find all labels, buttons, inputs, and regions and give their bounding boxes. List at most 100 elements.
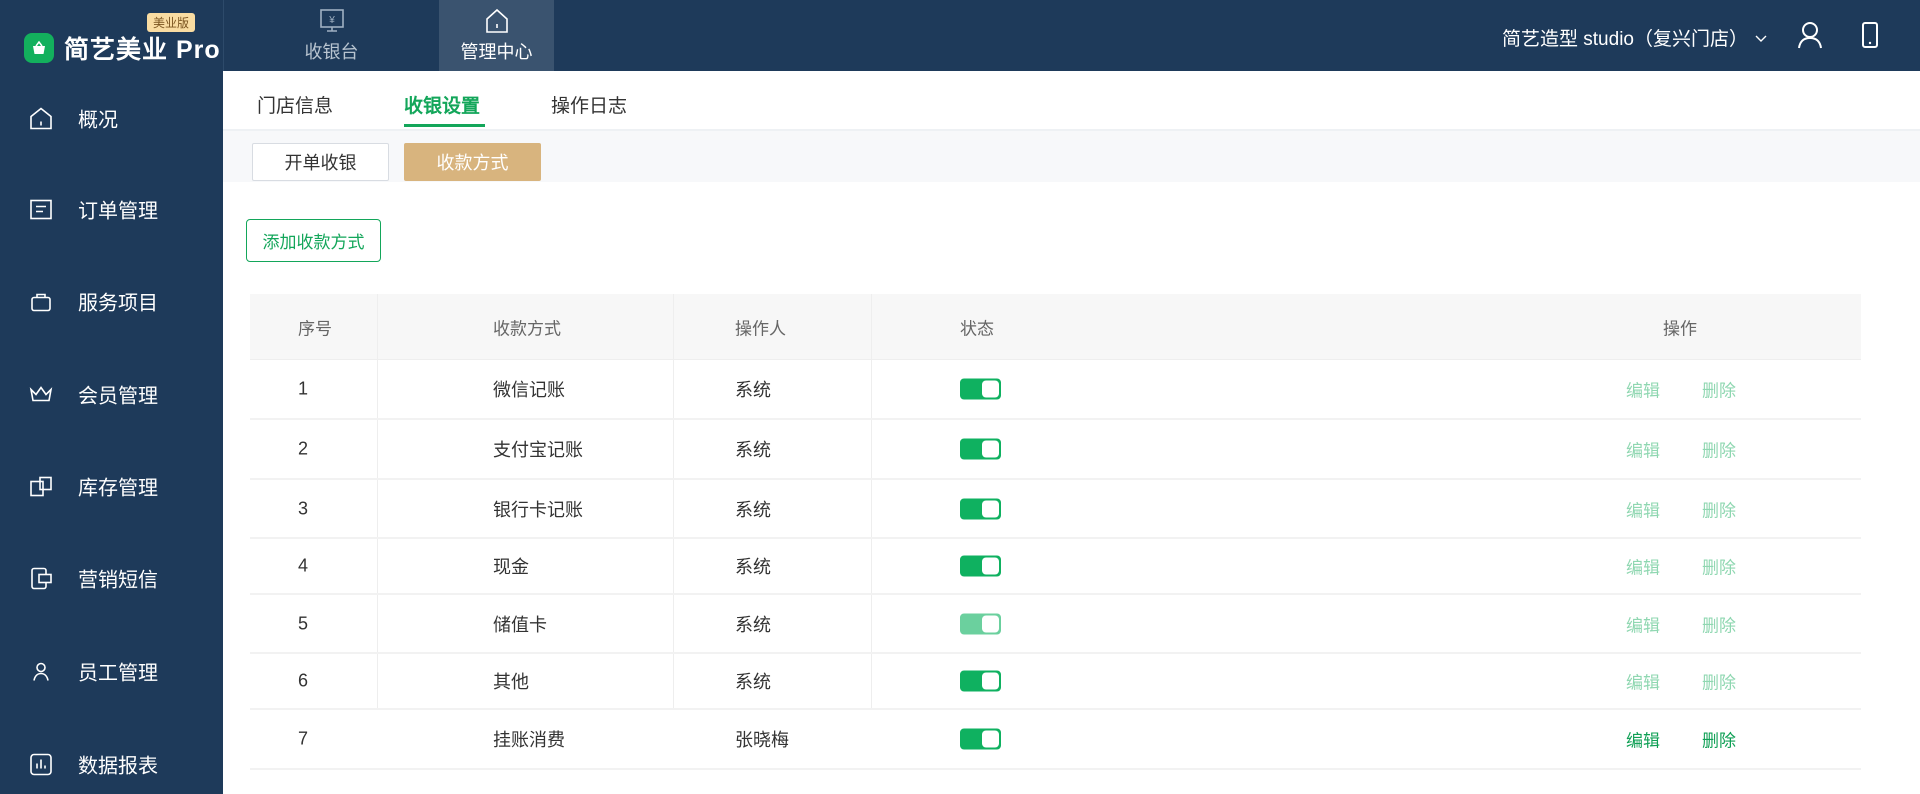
row-method: 储值卡 [493, 614, 547, 635]
row-method: 银行卡记账 [493, 499, 583, 520]
row-method: 微信记账 [493, 380, 565, 400]
row-method: 支付宝记账 [493, 440, 583, 460]
svg-text:¥: ¥ [328, 15, 335, 26]
delete-link[interactable]: 删除 [1702, 501, 1736, 520]
edit-link[interactable]: 编辑 [1626, 441, 1660, 461]
row-index: 6 [298, 670, 309, 691]
row-index: 2 [298, 438, 309, 459]
logo: 简艺美业 Pro [24, 30, 221, 66]
row-method: 现金 [493, 557, 529, 577]
delete-link[interactable]: 删除 [1702, 616, 1736, 635]
basket-logo-icon [24, 33, 54, 63]
sidebar-item-label: 员工管理 [78, 662, 158, 685]
row-method: 其他 [493, 672, 529, 692]
sidebar-item-label: 服务项目 [78, 292, 158, 315]
brand-name: 简艺美业 Pro [64, 36, 221, 64]
status-toggle[interactable] [960, 378, 1001, 400]
sidebar-item-label: 库存管理 [78, 477, 158, 500]
table-row: 7 挂账消费 张晓梅 编辑 删除 [250, 710, 1861, 770]
delete-link[interactable]: 删除 [1702, 673, 1736, 693]
row-operator: 系统 [735, 672, 771, 692]
user-icon[interactable] [1796, 20, 1824, 50]
row-operator: 系统 [735, 499, 771, 520]
table-row: 3 银行卡记账 系统 编辑 删除 [250, 480, 1861, 539]
table-row: 6 其他 系统 编辑 删除 [250, 654, 1861, 710]
delete-link[interactable]: 删除 [1702, 731, 1736, 751]
status-toggle[interactable] [960, 438, 1001, 460]
header-status: 状态 [960, 319, 994, 338]
cashier-monitor-icon: ¥ [319, 8, 344, 32]
header-method: 收款方式 [493, 319, 561, 338]
sidebar-item-6[interactable]: 员工管理 [28, 657, 158, 686]
home-icon [485, 8, 508, 33]
receipt-icon [30, 199, 52, 219]
store-name: 简艺造型 studio（复兴门店） [1502, 29, 1748, 50]
sidebar-item-label: 数据报表 [78, 755, 158, 778]
sidebar: 美业版 简艺美业 Pro 概况订单管理服务项目会员管理库存管理营销短信员工管理数… [0, 0, 223, 794]
table-row: 4 现金 系统 编辑 删除 [250, 539, 1861, 595]
sidebar-item-label: 概况 [78, 109, 118, 132]
header-index: 序号 [298, 319, 332, 338]
sms-icon [31, 567, 52, 589]
table-row: 2 支付宝记账 系统 编辑 删除 [250, 420, 1861, 480]
edit-link[interactable]: 编辑 [1626, 501, 1660, 520]
status-toggle[interactable] [960, 555, 1001, 577]
table-header: 序号 收款方式 操作人 状态 操作 [250, 294, 1861, 360]
delete-link[interactable]: 删除 [1702, 381, 1736, 401]
row-operator: 张晓梅 [735, 730, 789, 750]
topnav-cashier[interactable]: ¥ 收银台 [224, 0, 439, 71]
status-toggle[interactable] [960, 728, 1001, 750]
main-tabs: 门店信息 收银设置 操作日志 [223, 71, 1920, 131]
header-operator: 操作人 [735, 319, 786, 338]
topnav-label: 管理中心 [460, 41, 533, 62]
tab-store-info[interactable]: 门店信息 [257, 96, 334, 117]
delete-link[interactable]: 删除 [1702, 558, 1736, 578]
sidebar-item-0[interactable]: 概况 [28, 104, 118, 133]
crown-icon [29, 385, 53, 401]
edit-link[interactable]: 编辑 [1626, 381, 1660, 401]
row-operator: 系统 [735, 440, 771, 460]
home-icon [30, 106, 52, 129]
mobile-icon[interactable] [1856, 20, 1884, 50]
row-method: 挂账消费 [493, 730, 565, 750]
edit-link[interactable]: 编辑 [1626, 616, 1660, 635]
edit-link[interactable]: 编辑 [1626, 731, 1660, 751]
edition-badge: 美业版 [147, 13, 196, 32]
add-payment-method-button[interactable]: 添加收款方式 [246, 219, 381, 262]
sidebar-item-label: 营销短信 [78, 569, 158, 592]
delete-link[interactable]: 删除 [1702, 441, 1736, 461]
inventory-icon [30, 476, 52, 496]
header-actions: 操作 [1663, 319, 1697, 338]
status-toggle[interactable] [960, 670, 1001, 692]
subtab-payment-methods[interactable]: 收款方式 [404, 143, 541, 181]
user-icon [33, 662, 49, 681]
sidebar-item-4[interactable]: 库存管理 [28, 472, 158, 501]
row-index: 5 [298, 613, 309, 633]
topnav-label: 收银台 [304, 41, 359, 62]
sidebar-item-7[interactable]: 数据报表 [28, 750, 158, 779]
sidebar-item-3[interactable]: 会员管理 [28, 380, 158, 409]
sidebar-item-label: 会员管理 [78, 385, 158, 408]
row-index: 1 [298, 378, 309, 399]
table-row: 1 微信记账 系统 编辑 删除 [250, 360, 1861, 420]
sidebar-item-2[interactable]: 服务项目 [28, 287, 158, 316]
edit-link[interactable]: 编辑 [1626, 558, 1660, 578]
tab-operation-log[interactable]: 操作日志 [551, 96, 628, 117]
table-row: 5 储值卡 系统 编辑 删除 [250, 595, 1861, 654]
tab-cashier-settings[interactable]: 收银设置 [404, 96, 481, 117]
sidebar-item-5[interactable]: 营销短信 [28, 564, 158, 593]
store-selector[interactable]: 简艺造型 studio（复兴门店） [1502, 24, 1768, 51]
sidebar-item-1[interactable]: 订单管理 [28, 195, 158, 224]
status-toggle[interactable] [960, 498, 1001, 519]
topnav-management[interactable]: 管理中心 [439, 0, 554, 71]
row-index: 3 [298, 498, 309, 518]
sidebar-item-label: 订单管理 [78, 200, 158, 223]
row-index: 4 [298, 555, 309, 576]
payment-methods-table: 序号 收款方式 操作人 状态 操作 1 微信记账 系统 编辑 删除 2 支付宝记账… [250, 294, 1861, 770]
subtab-order-checkout[interactable]: 开单收银 [252, 143, 389, 181]
row-operator: 系统 [735, 380, 771, 400]
edit-link[interactable]: 编辑 [1626, 673, 1660, 693]
top-bar: ¥ 收银台 管理中心 简艺造型 studio（复兴门店） [223, 0, 1920, 71]
status-toggle[interactable] [960, 613, 1001, 634]
row-operator: 系统 [735, 557, 771, 577]
